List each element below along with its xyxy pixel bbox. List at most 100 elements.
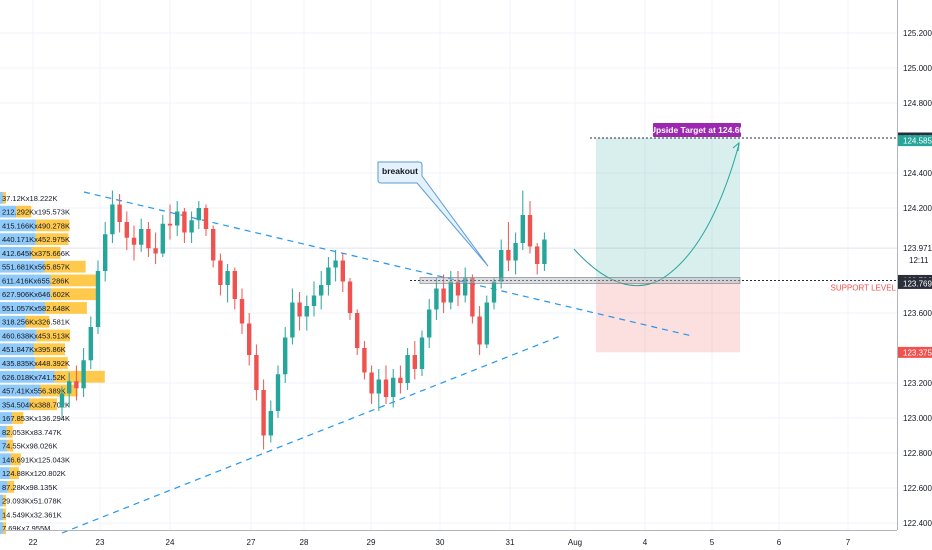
time-axis[interactable]: 22 23 24 27 28 29 30 31 Aug 4 5 6 7 xyxy=(0,530,897,548)
volume-profile-bar-down xyxy=(35,357,68,369)
candle-body xyxy=(211,229,216,261)
support-zone-band[interactable] xyxy=(419,277,741,284)
candle-body xyxy=(398,377,403,383)
candle-body xyxy=(477,316,482,345)
price-tag-label: 123.375 xyxy=(903,348,932,357)
upside-target-box[interactable] xyxy=(653,123,741,137)
volume-profile-label: 626.018Kx741.52K xyxy=(2,373,66,382)
breakout-callout[interactable] xyxy=(377,161,489,267)
volume-profile-bar-down xyxy=(36,329,71,342)
candle-body xyxy=(254,355,259,390)
price-axis[interactable]: 125.200 125.000 124.800 124.400 124.200 123.6… xyxy=(897,0,932,550)
volume-profile-label: 611.416Kx655.286K xyxy=(2,276,69,285)
price-tick-label: 123.600 xyxy=(903,309,932,318)
volume-profile-bar-down xyxy=(33,343,65,356)
volume-profile-bar-up xyxy=(0,315,26,328)
candle-body xyxy=(405,355,410,383)
candle-body xyxy=(196,208,201,221)
volume-profile-label: 167.853Kx136.294K xyxy=(2,414,70,423)
candle-body xyxy=(103,234,108,271)
target-zone[interactable] xyxy=(596,138,740,281)
volume-profile-label: 412.645Kx375.666K xyxy=(2,249,70,258)
time-tick-label: 30 xyxy=(436,538,445,547)
volume-profile-bar-down xyxy=(6,439,14,452)
candle-body xyxy=(463,278,468,296)
candle-body xyxy=(146,229,151,249)
candle-body xyxy=(275,374,281,411)
volume-profile-bar-down xyxy=(3,494,7,507)
volume-profile-bar-down xyxy=(9,467,19,479)
time-tick-label: 7 xyxy=(846,538,851,547)
volume-profile-bar-up xyxy=(0,480,8,493)
time-tick-label: 29 xyxy=(367,538,376,547)
volume-profile-bar-down xyxy=(25,315,50,328)
volume-profile-label: 29.093Kx51.078K xyxy=(2,497,62,506)
candle-body xyxy=(283,337,288,375)
candle-body xyxy=(218,260,223,285)
price-tag xyxy=(898,135,932,147)
candle-body xyxy=(247,323,252,355)
annotations[interactable]: Upside Target at 124.60 breakout xyxy=(377,123,744,267)
candle-body xyxy=(355,313,360,348)
projected-path-arrowhead xyxy=(732,141,740,152)
volume-profile-label: 74.55Kx98.026K xyxy=(2,442,57,451)
candle-body xyxy=(527,215,533,247)
price-tag xyxy=(898,277,932,289)
candle-body xyxy=(383,379,389,397)
volume-profile-bar-down xyxy=(29,398,57,411)
volume-profile-label: 435.835Kx448.392K xyxy=(2,359,70,368)
price-tick-label: 122.400 xyxy=(903,519,932,528)
plot-background xyxy=(0,0,897,530)
candle-body xyxy=(131,237,137,245)
candle-body xyxy=(369,372,374,394)
stop-zone[interactable] xyxy=(596,280,740,353)
candle-body xyxy=(81,360,86,389)
volume-profile-label: 354.504Kx388.702K xyxy=(2,400,70,409)
candle-body xyxy=(175,211,180,226)
volume-profile-bar-up xyxy=(0,467,10,479)
candle-body xyxy=(311,295,317,306)
candle-body xyxy=(319,285,324,296)
price-tick-label: 122.600 xyxy=(903,484,932,493)
volume-profile-label: 212.292Kx195.573K xyxy=(2,208,70,217)
candle-body xyxy=(67,381,72,394)
candle-body xyxy=(261,390,266,436)
volume-profile-bar-down xyxy=(44,260,86,273)
price-tick-label: 125.000 xyxy=(903,64,932,73)
candle-body xyxy=(427,309,432,338)
volume-profile-bar-down xyxy=(50,274,98,287)
candle-body xyxy=(491,281,497,303)
candle-body xyxy=(239,299,245,324)
volume-profile-bar-down xyxy=(12,412,24,424)
price-levels[interactable]: SUPPORT LEVEL xyxy=(410,137,897,292)
volume-profile-bar-up xyxy=(0,205,17,218)
volume-profile-bar-up xyxy=(0,453,11,466)
time-tick-label: 28 xyxy=(300,538,309,547)
candle-body xyxy=(59,393,65,408)
risk-reward-zones[interactable] xyxy=(596,138,740,353)
candle-body xyxy=(434,288,439,310)
candle-body xyxy=(182,211,187,233)
candle-body xyxy=(74,381,79,389)
volume-profile-bar-up xyxy=(0,522,4,534)
volume-profile-bar-up xyxy=(0,192,4,204)
volume-profile-label: 627.906Kx646.602K xyxy=(2,290,70,299)
projected-path-arrow[interactable] xyxy=(573,143,740,287)
volume-profile-bar-down xyxy=(36,219,70,232)
bar-clock-label: 12:11 xyxy=(909,256,929,265)
volume-profile-bar-up xyxy=(0,357,36,369)
volume-profile-bar-up xyxy=(0,288,51,301)
candle-body xyxy=(535,246,540,264)
ascending-trendline[interactable] xyxy=(61,334,564,534)
volume-profile-label: 457.41Kx556.389K xyxy=(2,387,66,396)
price-tag-label: 124.585 xyxy=(903,137,932,146)
volume-profile-bar-up xyxy=(0,494,4,507)
volume-profile-bar-down xyxy=(31,247,61,259)
candle-body xyxy=(160,223,165,254)
candle-body xyxy=(376,379,381,394)
volume-profile-label: 551.057Kx582.648K xyxy=(2,304,70,313)
volume-profile-bar-down xyxy=(16,205,32,218)
time-tick-label: Aug xyxy=(568,538,582,547)
volume-profile-bar-up xyxy=(0,260,45,273)
